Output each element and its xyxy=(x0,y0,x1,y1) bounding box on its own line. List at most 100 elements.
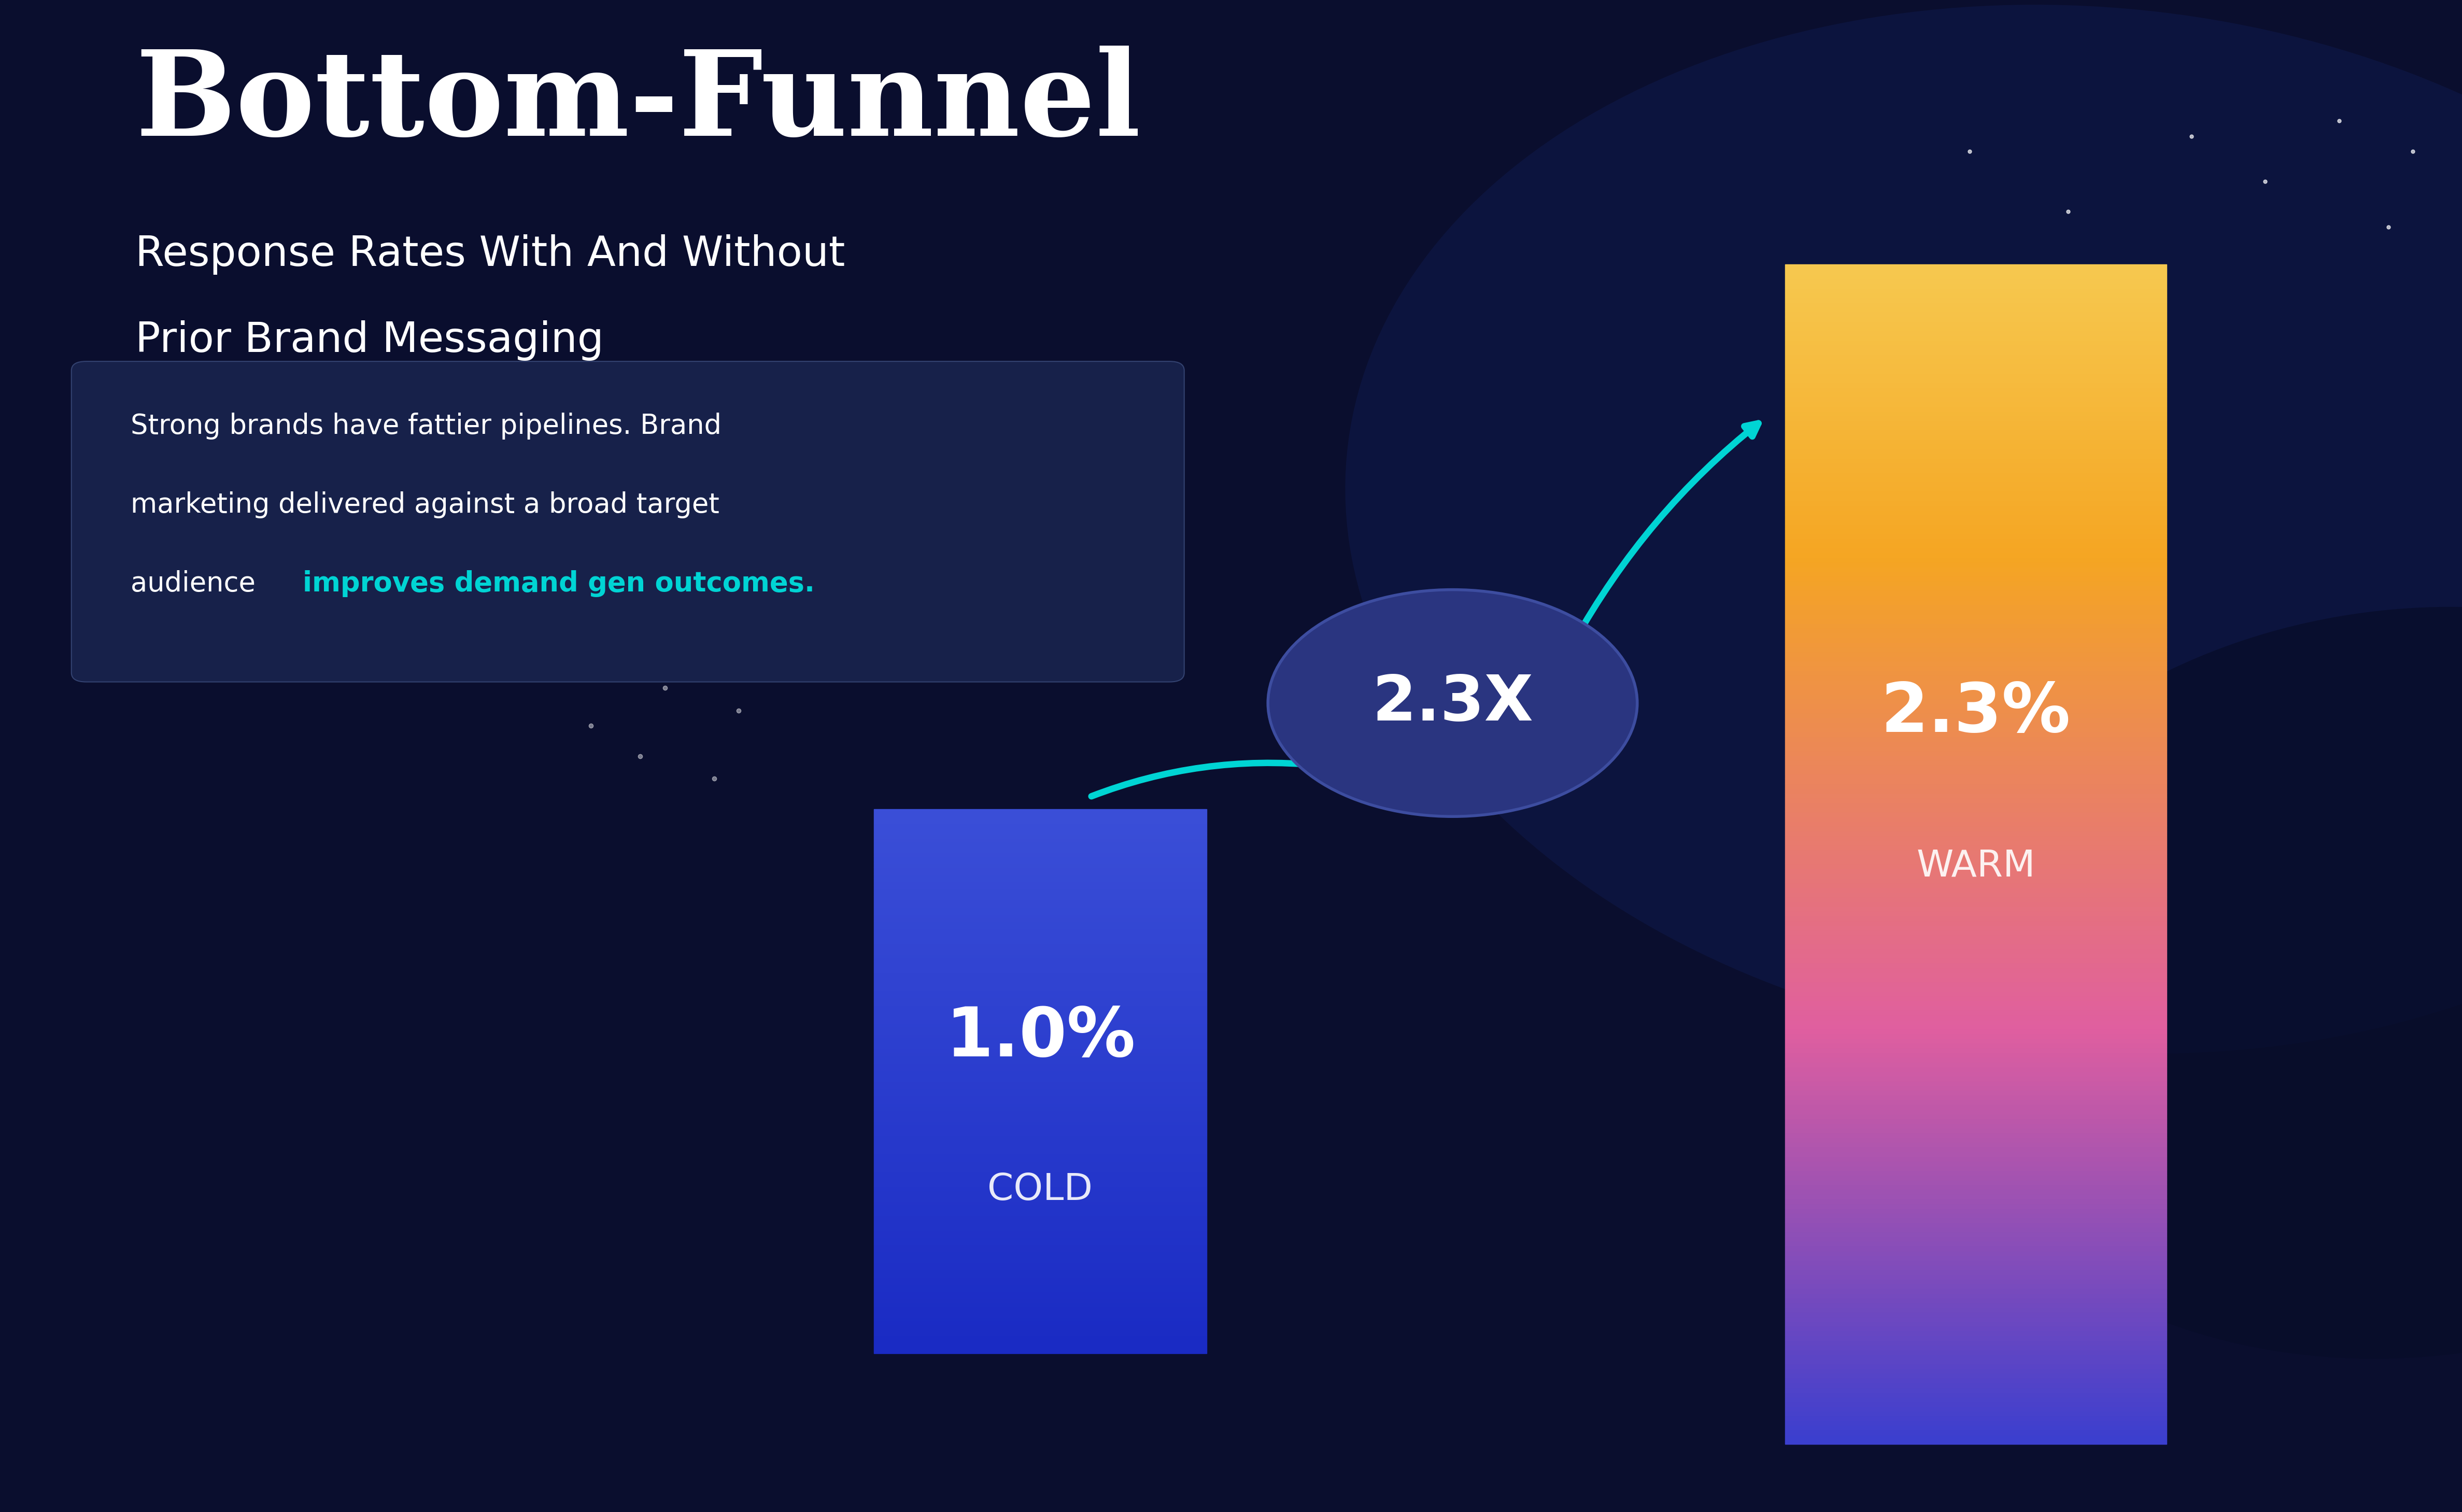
Bar xyxy=(1785,614,2167,618)
Bar xyxy=(874,1125,1206,1128)
Bar xyxy=(874,1052,1206,1055)
Bar xyxy=(874,969,1206,972)
Bar xyxy=(1785,298,2167,302)
Bar xyxy=(1785,519,2167,525)
Bar xyxy=(1785,1104,2167,1108)
Bar xyxy=(874,1338,1206,1343)
Bar xyxy=(1785,863,2167,868)
Bar xyxy=(1785,770,2167,774)
Bar xyxy=(1785,1259,2167,1264)
Bar xyxy=(874,845,1206,848)
Bar xyxy=(1785,1340,2167,1344)
Bar xyxy=(1785,798,2167,803)
Bar xyxy=(874,1335,1206,1338)
Bar xyxy=(1785,1142,2167,1146)
Bar xyxy=(1785,585,2167,590)
Bar xyxy=(1785,396,2167,401)
Bar xyxy=(1785,1406,2167,1411)
Bar xyxy=(1785,680,2167,685)
Bar xyxy=(874,1223,1206,1226)
Circle shape xyxy=(1268,590,1637,816)
Bar xyxy=(874,980,1206,983)
Bar xyxy=(874,1078,1206,1081)
Bar xyxy=(1785,1123,2167,1128)
Bar xyxy=(874,1136,1206,1139)
Bar xyxy=(1785,954,2167,959)
Bar xyxy=(874,1270,1206,1273)
Bar xyxy=(1785,972,2167,977)
Bar xyxy=(874,1284,1206,1288)
Bar xyxy=(1785,948,2167,954)
Bar xyxy=(1785,1010,2167,1015)
Bar xyxy=(1785,1034,2167,1039)
Bar xyxy=(874,1216,1206,1219)
Bar xyxy=(874,1099,1206,1102)
Bar xyxy=(1785,496,2167,500)
Bar xyxy=(874,1208,1206,1211)
Bar xyxy=(1785,1331,2167,1335)
Bar xyxy=(874,1172,1206,1175)
Bar xyxy=(1785,883,2167,888)
Bar xyxy=(1785,1279,2167,1284)
Bar xyxy=(874,1081,1206,1084)
Bar xyxy=(1785,331,2167,336)
Bar xyxy=(1785,1184,2167,1190)
Bar xyxy=(874,1164,1206,1169)
Bar xyxy=(1785,816,2167,821)
Bar xyxy=(874,1019,1206,1024)
Bar xyxy=(874,860,1206,863)
Bar xyxy=(1785,830,2167,836)
Bar xyxy=(1785,1402,2167,1406)
Bar xyxy=(1785,1161,2167,1166)
Bar xyxy=(874,1012,1206,1016)
Bar xyxy=(1785,572,2167,576)
Bar xyxy=(874,1114,1206,1117)
Bar xyxy=(874,1288,1206,1291)
Bar xyxy=(1785,373,2167,378)
Bar xyxy=(874,903,1206,907)
Bar xyxy=(1785,482,2167,487)
Bar xyxy=(1785,1057,2167,1061)
Bar xyxy=(874,1042,1206,1045)
Bar xyxy=(874,1273,1206,1278)
Bar xyxy=(874,1278,1206,1281)
Bar xyxy=(874,853,1206,856)
Bar xyxy=(874,1179,1206,1182)
Bar xyxy=(874,1325,1206,1328)
Bar xyxy=(1785,438,2167,445)
Bar xyxy=(1785,1146,2167,1152)
Bar xyxy=(1785,783,2167,788)
Bar xyxy=(874,1332,1206,1335)
Bar xyxy=(874,897,1206,900)
Bar xyxy=(1785,892,2167,897)
Bar xyxy=(874,1266,1206,1270)
Bar xyxy=(1785,859,2167,863)
Bar xyxy=(874,1161,1206,1164)
Bar xyxy=(1785,1388,2167,1393)
Bar xyxy=(874,1066,1206,1070)
Bar xyxy=(874,1193,1206,1198)
Bar xyxy=(1785,792,2167,798)
Bar xyxy=(1785,1199,2167,1204)
Bar xyxy=(1785,411,2167,416)
Bar xyxy=(874,1205,1206,1208)
Bar xyxy=(1785,845,2167,850)
Bar xyxy=(1785,963,2167,968)
Text: Bottom-Funnel: Bottom-Funnel xyxy=(135,45,1140,160)
Bar xyxy=(1785,1028,2167,1034)
Bar xyxy=(1785,1217,2167,1222)
Bar xyxy=(1785,1270,2167,1275)
Bar xyxy=(1785,1001,2167,1005)
Bar xyxy=(1785,454,2167,458)
Bar xyxy=(1785,345,2167,349)
Bar xyxy=(1785,774,2167,779)
Bar xyxy=(1785,354,2167,358)
Bar xyxy=(1785,1288,2167,1293)
Bar xyxy=(1785,1377,2167,1382)
Bar xyxy=(1785,1302,2167,1308)
Bar xyxy=(1785,1081,2167,1086)
Bar xyxy=(1785,1411,2167,1415)
Bar xyxy=(1785,990,2167,996)
Bar xyxy=(874,936,1206,939)
Bar xyxy=(874,1055,1206,1060)
